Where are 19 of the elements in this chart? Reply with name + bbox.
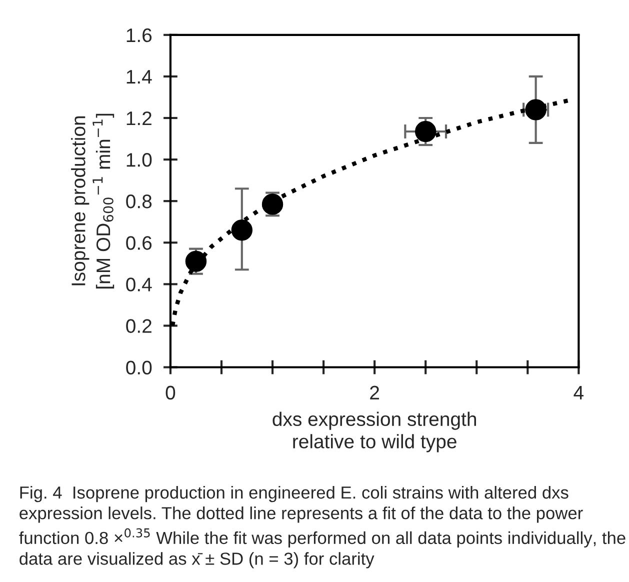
y-tick-label: 1.2 [126,111,152,126]
point [231,220,253,241]
y-tick-label: 1.6 [126,28,152,42]
y-tick-label: 0.4 [126,278,152,292]
y-tick-label: 0.0 [126,360,152,374]
y-tick-label: 0.2 [126,319,152,333]
y-tick-label: 1.4 [126,70,152,84]
x-tick-label: 4 [574,386,584,400]
caption: Fig. 4 Isoprene production in engineered E. coli strains with altered dxs expression levels. The dotted line represents a fit of the data to the power function 0.8 ×$^{0.35}$ While the fit was performed on all data points individually, the data are visualized as x̄ ± SD (n = 3) for clarity [19,486,626,568]
x-tick-label: 2 [370,386,379,400]
y-axis-title: Isoprene production [nM OD$_{600}$$^{−1}$ min$^{−1}$] [71,114,114,288]
y-tick-label: 1.0 [126,153,152,167]
y-tick-label: 0.8 [126,194,152,208]
y-tick-label: 0.6 [126,236,152,250]
x-axis-title: dxs expression strength relative to wild type [272,412,476,452]
point [525,99,546,120]
point [414,120,436,142]
x-tick-label: 0 [166,386,176,400]
point [185,250,207,272]
